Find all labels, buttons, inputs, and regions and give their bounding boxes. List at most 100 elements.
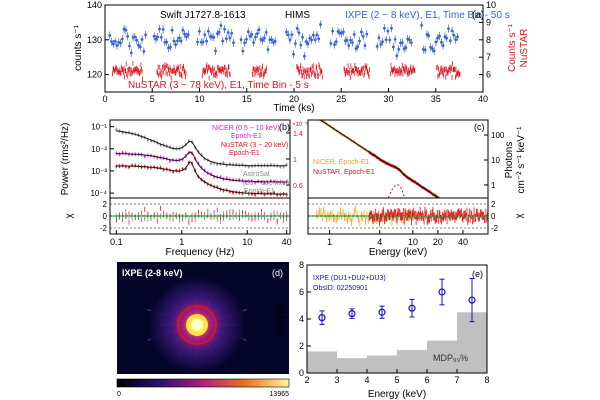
panel-b-right-tick-label: 0.6 bbox=[293, 183, 303, 190]
panel-a-ixpe-point bbox=[379, 42, 383, 46]
panel-a-ixpe-point bbox=[439, 40, 443, 44]
panel-e-ytick-label: 2 bbox=[299, 341, 304, 351]
panel-a-ixpe-point bbox=[161, 27, 165, 31]
panel-a-ixpe-point bbox=[342, 30, 345, 34]
panel-a-ixpe-point bbox=[295, 26, 299, 30]
panel-a-ixpe-point bbox=[381, 40, 384, 44]
panel-b-nicer-point bbox=[143, 155, 146, 158]
panel-d-colorbar-min: 0 bbox=[117, 391, 121, 398]
panel-e-label: (e) bbox=[472, 269, 483, 279]
panel-a-ixpe-point bbox=[181, 28, 185, 32]
panel-b-astrosat-point bbox=[222, 161, 225, 165]
panel-e-xtick-label: 6 bbox=[424, 375, 429, 385]
panel-e-xtick-label: 7 bbox=[454, 375, 459, 385]
panel-a-ixpe-point bbox=[214, 49, 217, 53]
panel-a-ixpe-point bbox=[356, 45, 360, 49]
panel-a-ixpe-point bbox=[404, 46, 408, 49]
panel-a-ixpe-point bbox=[120, 37, 124, 41]
panel-c-ytick-label: 100 bbox=[491, 131, 505, 140]
panel-b-nustar-epoch: Epoch-E1 bbox=[229, 150, 260, 157]
panel-e-mdp-bar bbox=[397, 350, 427, 373]
panel-a-ixpe-point bbox=[172, 39, 176, 43]
panel-a-ixpe-point bbox=[119, 41, 122, 45]
panel-e-pd-point bbox=[378, 308, 386, 316]
panel-c-model-line bbox=[319, 120, 440, 198]
panel-a-ixpe-point bbox=[292, 52, 296, 56]
panel-a-ixpe-point bbox=[228, 36, 232, 40]
panel-a-ytick-right-label: 10 bbox=[486, 0, 496, 10]
panel-e-xtick-label: 4 bbox=[364, 375, 369, 385]
panel-e-ytick-label: 6 bbox=[299, 287, 304, 297]
panel-a-ixpe-point bbox=[382, 26, 386, 30]
panel-a-ixpe-point bbox=[441, 44, 445, 47]
panel-b-label: (b) bbox=[279, 122, 290, 132]
panel-a-ixpe-point bbox=[230, 31, 234, 35]
panel-a-ixpe-point bbox=[336, 29, 340, 33]
panel-a-ixpe-point bbox=[111, 42, 115, 46]
panel-e-mdp-label: MDP₉₉% bbox=[433, 353, 468, 363]
panel-a-ylabel-right-2: NuSTAR bbox=[519, 29, 530, 68]
panel-a-xtick-label: 15 bbox=[242, 94, 252, 104]
panel-e-mdp-bar bbox=[457, 312, 487, 373]
panel-a-ixpe-point bbox=[252, 41, 256, 44]
panel-b-ytick-label: 10⁻⁴ bbox=[90, 189, 107, 198]
panel-a-ixpe-point bbox=[217, 30, 221, 34]
panel-a-ixpe-point bbox=[349, 38, 353, 42]
panel-a-ixpe-point bbox=[354, 47, 358, 51]
panel-a-ixpe-point bbox=[306, 42, 310, 46]
panel-c-resid-label: χ bbox=[514, 213, 525, 219]
panel-a-ixpe-point bbox=[264, 30, 268, 34]
panel-a-ixpe-point bbox=[408, 38, 411, 42]
panel-a-ixpe-point bbox=[456, 35, 459, 39]
panel-a-ixpe-point bbox=[436, 36, 440, 40]
panel-b-nustar-point bbox=[172, 170, 175, 173]
panel-c-xtick-label: 40 bbox=[458, 237, 468, 247]
panel-c-axes: 1 4 10 20 40 1 10 100 -2 0 2 bbox=[308, 131, 505, 247]
panel-a-ixpe-point bbox=[377, 36, 381, 40]
panel-a-ixpe-point bbox=[420, 24, 423, 27]
panel-d-title: IXPE (2-8 keV) bbox=[122, 268, 183, 278]
panel-a-ixpe-point bbox=[138, 45, 142, 49]
panel-e-ytick-label: 4 bbox=[299, 314, 304, 324]
panel-a-ixpe-point bbox=[219, 24, 223, 27]
panel-e-ylabel: PD (%) bbox=[276, 303, 287, 335]
panel-a-ylabel-left: counts s⁻¹ bbox=[73, 24, 84, 71]
panel-a-xtick-label: 0 bbox=[102, 94, 107, 104]
panel-b-nicer-epoch: Epoch-E1 bbox=[231, 133, 262, 140]
panel-a-ixpe-point bbox=[133, 35, 137, 39]
panel-a-ixpe-point bbox=[302, 54, 306, 58]
panel-a-ixpe-point bbox=[319, 23, 322, 26]
panel-e-mdp-bar bbox=[367, 355, 397, 373]
panel-a-ixpe-point bbox=[179, 39, 183, 43]
panel-c-nustar-legend: NuSTAR, Epoch-E1 bbox=[313, 169, 375, 176]
panel-a-ixpe-point bbox=[241, 49, 245, 53]
panel-c-ylabel-2: cm⁻² s⁻¹ keV⁻¹ bbox=[516, 126, 527, 194]
panel-a-ixpe-point bbox=[297, 31, 301, 35]
panel-a-ixpe-point bbox=[108, 34, 112, 37]
panel-a-ixpe-point bbox=[359, 30, 363, 34]
panel-c-xtick-label: 1 bbox=[327, 237, 332, 247]
panel-b-right-multiplier: ×10⁻³ bbox=[292, 122, 307, 128]
panel-a-ixpe-point bbox=[255, 32, 259, 35]
panel-a-ixpe-point bbox=[333, 43, 336, 46]
panel-a-ixpe-point bbox=[393, 37, 397, 41]
panel-b-nustar-legend: NuSTAR (3 − 20 keV) bbox=[221, 142, 288, 149]
panel-a-ixpe-point bbox=[329, 42, 333, 45]
panel-a-ixpe-point bbox=[137, 43, 140, 47]
panel-a-ixpe-point bbox=[212, 35, 216, 39]
panel-a-ixpe-point bbox=[384, 38, 388, 42]
panel-a-label: (a) bbox=[472, 10, 484, 21]
panel-a-ixpe-point bbox=[226, 31, 230, 34]
panel-a-ixpe-point bbox=[159, 35, 163, 39]
panel-a-ixpe-point bbox=[250, 32, 254, 36]
panel-a-ixpe-point bbox=[288, 38, 292, 42]
panel-b-resid-label: χ bbox=[64, 213, 75, 219]
panel-a-ixpe-point bbox=[263, 36, 266, 40]
panel-a-marks bbox=[108, 20, 461, 82]
panel-e-ytick-label: 0 bbox=[299, 368, 304, 378]
panel-a-ixpe-point bbox=[115, 44, 119, 47]
panel-e-pd-point bbox=[438, 288, 446, 296]
panel-e-xtick-label: 3 bbox=[334, 375, 339, 385]
panel-d-label: (d) bbox=[272, 268, 283, 278]
